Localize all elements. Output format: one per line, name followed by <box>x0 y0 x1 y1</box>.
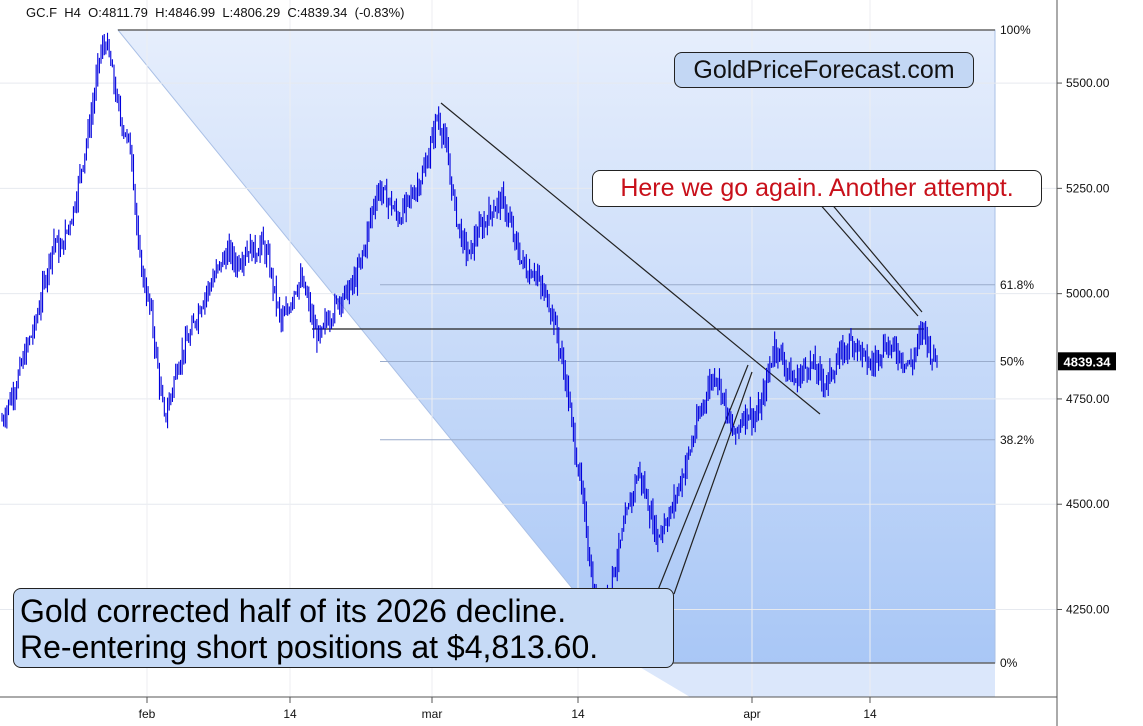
fib-label: 0% <box>1000 656 1018 670</box>
y-tick-label: 5000.00 <box>1066 287 1110 301</box>
fib-label: 61.8% <box>1000 278 1034 292</box>
x-tick-label: mar <box>422 707 443 721</box>
attempt-text: Here we go again. Another attempt. <box>620 174 1014 202</box>
summary-callout: Gold corrected half of its 2026 decline.… <box>13 588 674 668</box>
timeframe-label: H4 <box>64 5 81 20</box>
symbol-label: GC.F <box>26 5 58 20</box>
summary-pointer-left <box>657 364 749 591</box>
y-tick-label: 5500.00 <box>1066 76 1110 90</box>
trendlines <box>312 102 924 595</box>
x-tick-label: feb <box>139 707 156 721</box>
chart-header: GC.F H4 O:4811.79 H:4846.99 L:4806.29 C:… <box>26 5 404 20</box>
x-tick-label: apr <box>743 707 760 721</box>
fib-levels: 100% 61.8% 50% 38.2% 0% <box>118 23 1034 670</box>
y-tick-label: 5250.00 <box>1066 181 1110 195</box>
fib-label: 50% <box>1000 354 1024 368</box>
summary-pointer-right <box>673 371 753 595</box>
last-price-label: 4839.34 <box>1064 354 1112 369</box>
y-axis-ticks: 4250.00 4500.00 4750.00 5000.00 5250.00 5500.… <box>1057 76 1110 617</box>
y-tick-label: 4500.00 <box>1066 497 1110 511</box>
summary-line-2: Re-entering short positions at $4,813.60… <box>20 629 599 665</box>
last-price-box <box>1058 352 1116 371</box>
x-axis-ticks: feb 14 mar 14 apr 14 <box>139 697 877 721</box>
fib-label: 100% <box>1000 23 1031 37</box>
y-tick-label: 4250.00 <box>1066 603 1110 617</box>
last-price-marker: 4839.34 <box>1058 352 1116 371</box>
price-series <box>1 32 938 630</box>
x-tick-label: 14 <box>863 707 877 721</box>
x-tick-label: 14 <box>571 707 585 721</box>
brand-text: GoldPriceForecast.com <box>693 56 955 84</box>
summary-line-1: Gold corrected half of its 2026 decline. <box>20 593 567 629</box>
y-tick-label: 4750.00 <box>1066 392 1110 406</box>
descending-trendline <box>440 102 821 415</box>
ohlc-readout: O:4811.79 H:4846.99 L:4806.29 C:4839.34 … <box>88 5 405 20</box>
fib-label: 38.2% <box>1000 433 1034 447</box>
x-tick-label: 14 <box>283 707 297 721</box>
axes <box>0 0 1058 726</box>
brand-callout: GoldPriceForecast.com <box>674 52 974 88</box>
attempt-pointer-right <box>829 201 923 313</box>
attempt-callout: Here we go again. Another attempt. <box>592 170 1042 207</box>
attempt-pointer-left <box>817 201 919 317</box>
